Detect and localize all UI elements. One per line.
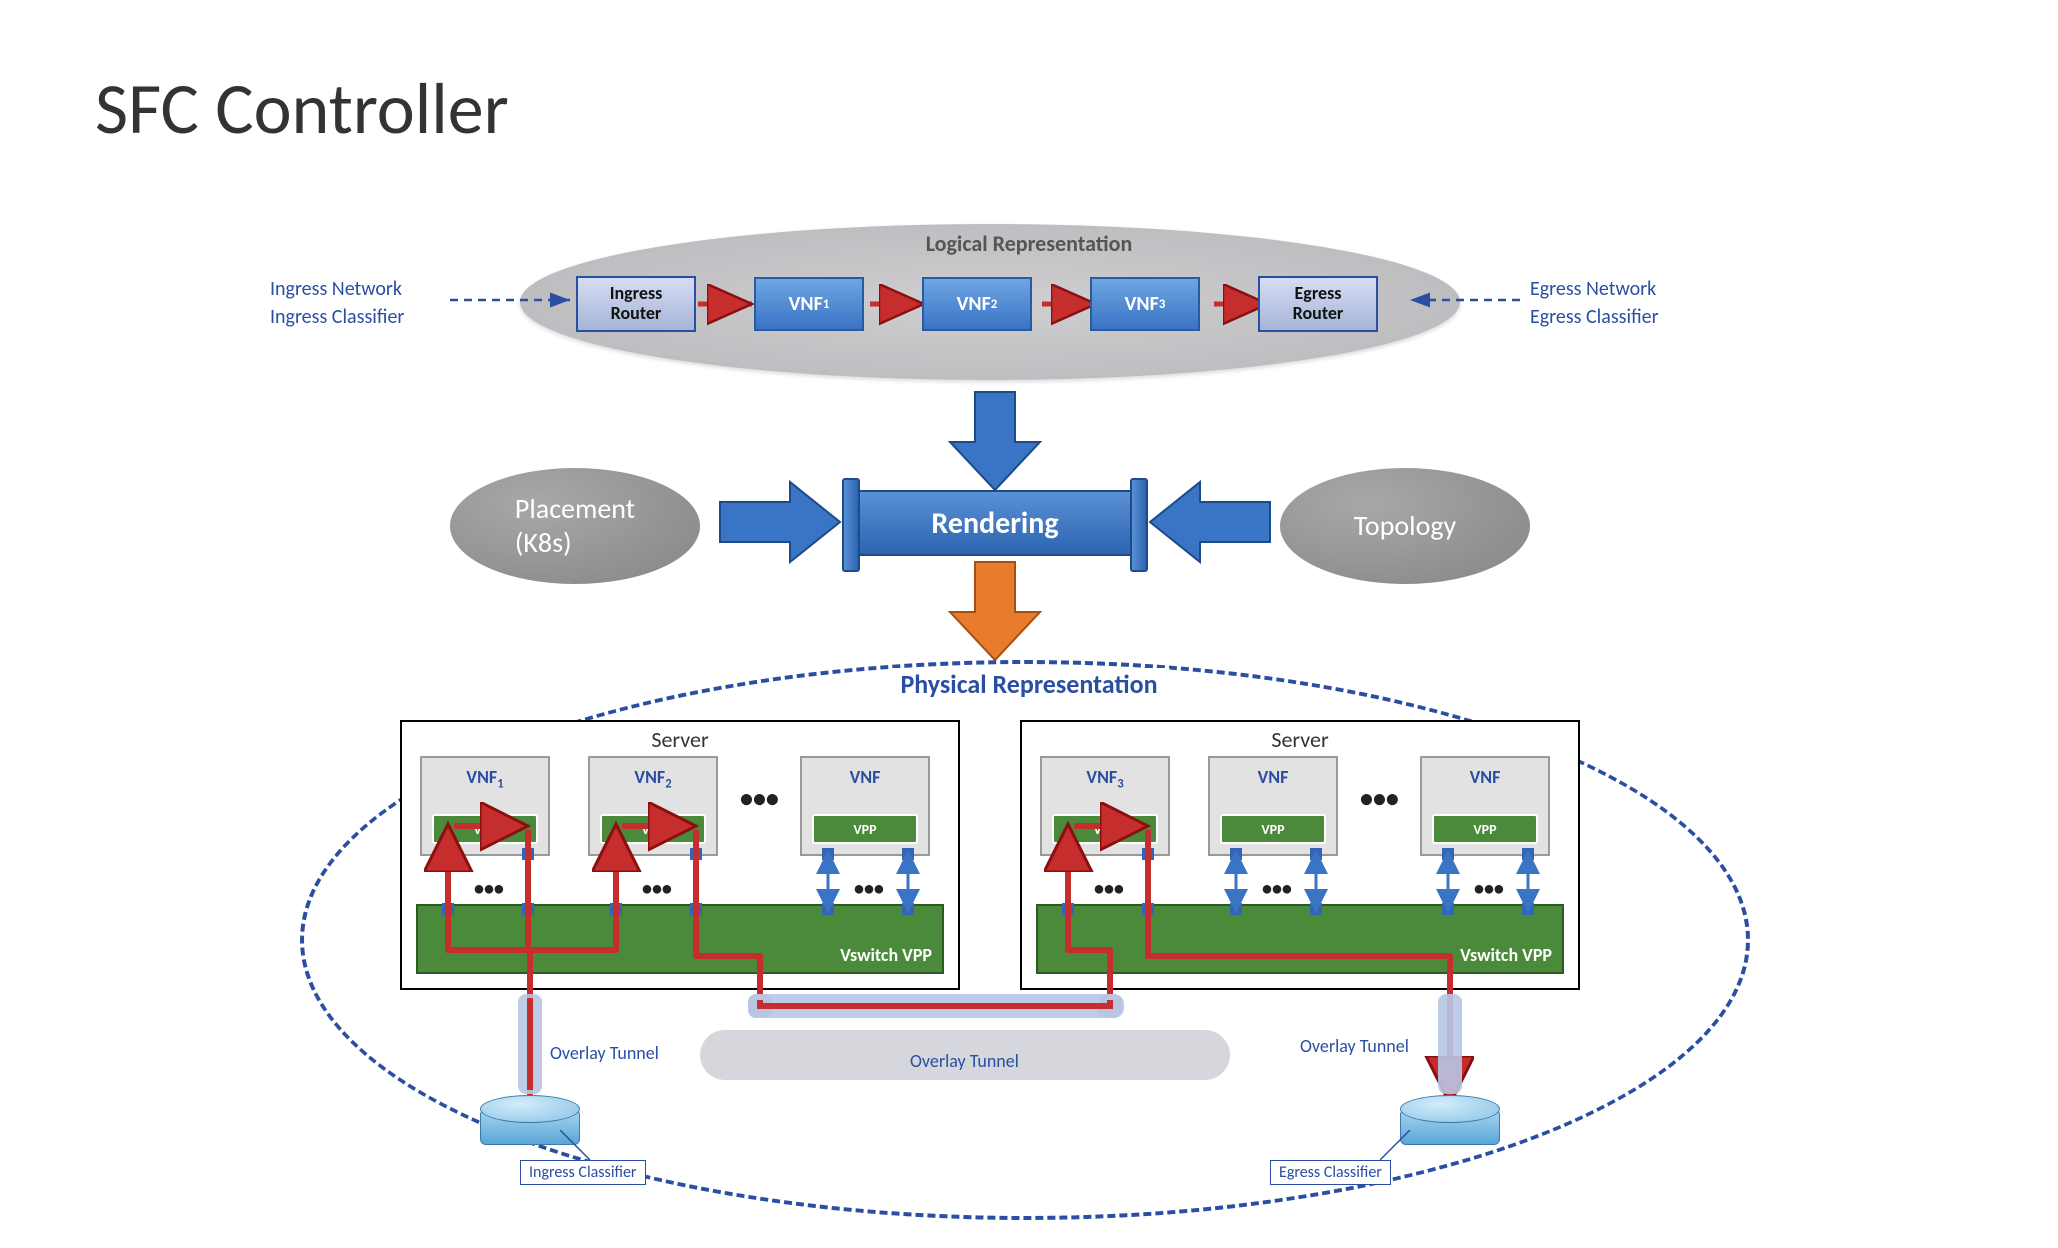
server-right-title: Server <box>1271 726 1328 753</box>
sl-p3-vpp: VPP <box>812 814 918 844</box>
egress-router-node: Egress Router <box>1258 276 1378 332</box>
sr-dots-3: ••• <box>1474 877 1504 901</box>
logical-title: Logical Representation <box>926 230 1133 257</box>
sl-p2-vpp: VPP <box>600 814 706 844</box>
vnf1-node: VNF1 <box>754 277 864 331</box>
physical-title: Physical Representation <box>888 668 1169 700</box>
sr-p1-vpp: VPP <box>1052 814 1158 844</box>
ingress-network-label: Ingress Network <box>270 275 404 303</box>
ingress-classifier-label: Ingress Classifier <box>270 303 404 331</box>
sl-p2-sub: 2 <box>665 777 671 792</box>
vnf2-label: VNF <box>957 292 991 316</box>
tunnel-label-left: Overlay Tunnel <box>550 1042 659 1064</box>
vnf2-sub: 2 <box>991 297 998 312</box>
sr-panel-dots: ••• <box>1360 782 1399 814</box>
sl-dots-3: ••• <box>854 877 884 901</box>
server-left-vswitch: Vswitch VPP <box>416 904 944 974</box>
server-left-panel-3: VNF VPP <box>800 756 930 856</box>
ingress-labels: Ingress Network Ingress Classifier <box>270 275 404 331</box>
sr-dots-2: ••• <box>1262 877 1292 901</box>
server-right-vswitch: Vswitch VPP <box>1036 904 1564 974</box>
egress-classifier-label: Egress Classifier <box>1270 1160 1391 1185</box>
vnf3-label: VNF <box>1125 292 1159 316</box>
sr-p3-label: VNF <box>1470 766 1501 788</box>
ingress-router-node: Ingress Router <box>576 276 696 332</box>
vnf1-sub: 1 <box>823 297 830 312</box>
vnf3-sub: 3 <box>1159 297 1166 312</box>
server-right-panel-2: VNF VPP <box>1208 756 1338 856</box>
server-right-panel-1: VNF3 VPP <box>1040 756 1170 856</box>
server-right: Server VNF3 VPP VNF VPP ••• VNF VPP Vswi… <box>1020 720 1580 990</box>
server-left-panel-2: VNF2 VPP <box>588 756 718 856</box>
logical-chain: Ingress Router VNF1 VNF2 VNF3 Egress Rou… <box>576 276 1378 332</box>
page-title: SFC Controller <box>95 65 509 153</box>
sr-p1-sub: 3 <box>1117 777 1123 792</box>
placement-oval: Placement (K8s) <box>450 468 700 584</box>
sr-p2-label: VNF <box>1258 766 1289 788</box>
vnf2-node: VNF2 <box>922 277 1032 331</box>
sr-p1-label: VNF <box>1086 766 1117 788</box>
vnf3-node: VNF3 <box>1090 277 1200 331</box>
sl-dots-1: ••• <box>474 877 504 901</box>
egress-network-label: Egress Network <box>1530 275 1659 303</box>
vnf1-label: VNF <box>789 292 823 316</box>
tunnel-label-center: Overlay Tunnel <box>910 1050 1019 1072</box>
rendering-box: Rendering <box>850 490 1140 556</box>
sl-p1-label: VNF <box>466 766 497 788</box>
sl-p2-label: VNF <box>634 766 665 788</box>
egress-labels: Egress Network Egress Classifier <box>1530 275 1659 331</box>
egress-callout-line <box>1380 1130 1430 1170</box>
tunnel-label-right: Overlay Tunnel <box>1300 1035 1409 1057</box>
sl-p1-vpp: VPP <box>432 814 538 844</box>
sl-panel-dots: ••• <box>740 782 779 814</box>
sr-p3-vpp: VPP <box>1432 814 1538 844</box>
sl-dots-2: ••• <box>642 877 672 901</box>
sl-p1-sub: 1 <box>497 777 503 792</box>
sr-p2-vpp: VPP <box>1220 814 1326 844</box>
server-right-panel-3: VNF VPP <box>1420 756 1550 856</box>
sl-p3-label: VNF <box>850 766 881 788</box>
server-left-title: Server <box>651 726 708 753</box>
ingress-callout-line <box>560 1130 610 1170</box>
egress-classifier-label: Egress Classifier <box>1530 303 1659 331</box>
sr-dots-1: ••• <box>1094 877 1124 901</box>
topology-oval: Topology <box>1280 468 1530 584</box>
server-left-panel-1: VNF1 VPP <box>420 756 550 856</box>
server-left: Server VNF1 VPP VNF2 VPP ••• VNF VPP Vsw… <box>400 720 960 990</box>
